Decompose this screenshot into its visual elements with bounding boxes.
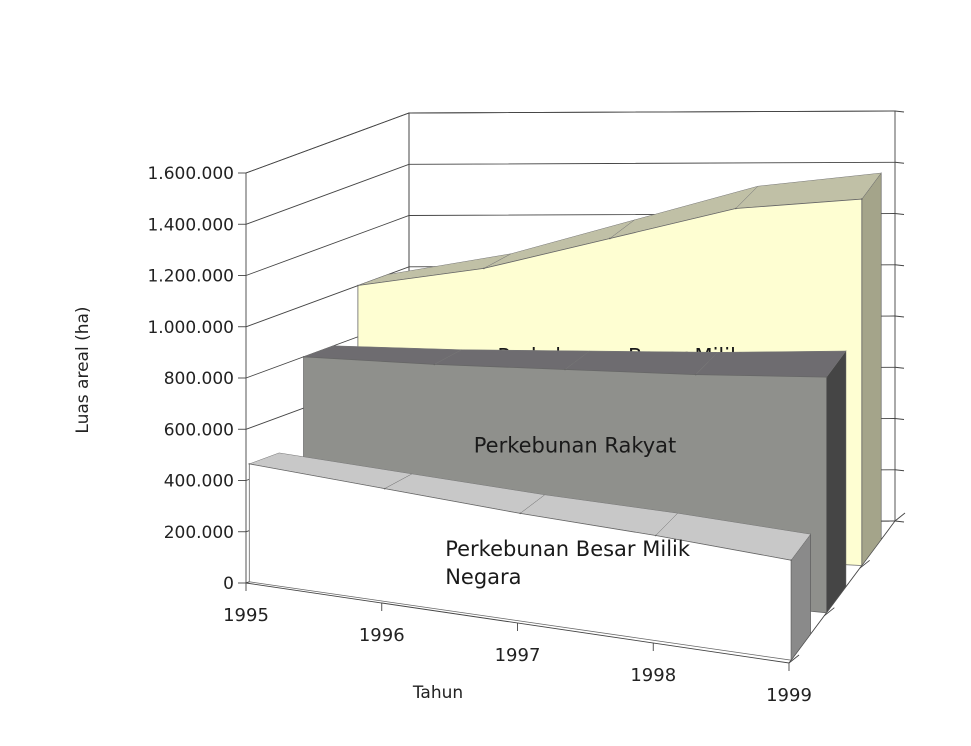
depth-tick: [788, 654, 800, 664]
x-axis-title: Tahun: [412, 683, 463, 703]
y-tick-label: 0: [223, 574, 234, 594]
y-tick-label: 1.600.000: [147, 164, 234, 184]
data-point: [302, 356, 305, 358]
data-point: [654, 534, 657, 537]
right-tick: [894, 110, 905, 113]
right-tick: [894, 418, 905, 420]
data-point: [735, 207, 737, 210]
series-side-face: [826, 350, 847, 614]
data-point: [383, 487, 386, 490]
data-point: [248, 463, 251, 465]
series-top-segment: [695, 350, 847, 378]
x-tick-label: 1995: [223, 605, 269, 626]
y-tick-label: 200.000: [164, 523, 234, 543]
series-label: Perkebunan Rakyat: [474, 433, 677, 457]
series-perkebunan-besar-milik-negara: Perkebunan Besar Milik Negara: [248, 452, 812, 662]
depth-tick: [824, 607, 835, 617]
data-point: [825, 376, 828, 378]
y-tick-label: 1.400.000: [147, 215, 234, 235]
data-point: [483, 267, 485, 270]
x-tick-label: 1999: [766, 685, 812, 706]
data-point: [433, 363, 436, 366]
right-tick: [894, 161, 905, 164]
series-side-face: [861, 172, 882, 567]
series-label-line2: Negara: [445, 565, 521, 589]
gridline: [245, 161, 896, 225]
data-point: [860, 198, 863, 200]
depth-tick: [894, 512, 906, 522]
data-point: [694, 373, 697, 376]
y-axis-title: Luas areal (ha): [73, 306, 93, 433]
x-tick-label: 1997: [495, 645, 541, 666]
x-tick-label: 1996: [359, 625, 405, 646]
y-tick-label: 1.000.000: [147, 318, 234, 338]
right-tick: [894, 264, 905, 267]
data-point: [357, 284, 359, 287]
x-tick-label: 1998: [630, 665, 676, 686]
right-tick: [894, 213, 905, 215]
labels-layer: 0 200.000 400.000 600.000 800.000 1.000.000 1.…: [73, 164, 812, 706]
data-point: [564, 368, 566, 371]
right-tick: [894, 469, 905, 472]
right-tick: [894, 366, 905, 369]
series-label-line1: Perkebunan Besar Milik: [445, 537, 691, 561]
data-point: [519, 512, 521, 515]
y-tick-label: 1.200.000: [147, 267, 234, 287]
series-front-face: [248, 463, 792, 661]
series-layer: Perkebunan Besar Milik Perkebunan RakyatP…: [248, 172, 882, 662]
y-tick-label: 600.000: [164, 420, 234, 440]
data-point: [790, 559, 792, 562]
y-tick-label: 400.000: [164, 472, 234, 492]
y-tick-label: 800.000: [164, 369, 234, 389]
right-tick: [894, 315, 905, 318]
gridline: [245, 110, 896, 174]
data-point: [609, 237, 611, 240]
right-tick: [894, 520, 905, 523]
depth-tick: [859, 559, 870, 569]
